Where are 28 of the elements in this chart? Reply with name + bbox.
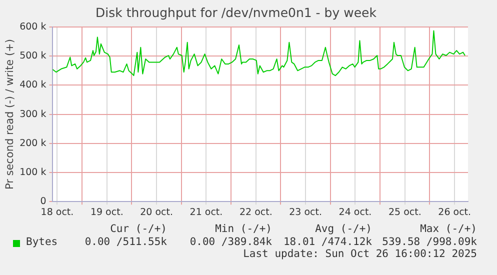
x-tick-label: 24 oct. <box>338 206 372 218</box>
y-tick-label: 200 k <box>20 138 47 149</box>
y-axis-title: Pr second read (-) / write (+) <box>4 39 16 190</box>
x-tick-label: 20 oct. <box>140 206 174 218</box>
chart-title: Disk throughput for /dev/nvme0n1 - by week <box>96 4 378 20</box>
text: Avg (-/+) <box>315 223 372 235</box>
text: Last update: Sun Oct 26 16:00:12 2025 <box>243 248 477 260</box>
y-tick-label: 600 k <box>20 21 47 32</box>
y-tick-label: 500 k <box>20 50 47 62</box>
y-tick-label: 0 <box>40 196 46 208</box>
y-tick-label: 300 k <box>20 108 47 120</box>
text: 0.00 /389.84k <box>190 236 272 248</box>
x-tick-label: 26 oct. <box>438 206 472 218</box>
y-tick-label: 100 k <box>20 166 47 178</box>
x-tick-label: 19 oct. <box>90 206 124 218</box>
text: 539.58 /998.09k <box>382 236 477 248</box>
text: 18.01 /474.12k <box>283 236 372 248</box>
x-tick-label: 18 oct. <box>40 206 74 218</box>
text: Max (-/+) <box>420 223 477 235</box>
x-tick-label: 23 oct. <box>289 206 322 218</box>
y-tick-label: 400 k <box>20 80 47 91</box>
text: Cur (-/+) <box>110 223 167 235</box>
x-tick-label: 22 oct. <box>239 206 272 218</box>
x-tick-label: 25 oct. <box>388 206 422 218</box>
text: Min (-/+) <box>215 223 272 235</box>
x-tick-label: 21 oct. <box>190 206 223 218</box>
text: 0.00 /511.55k <box>84 236 167 248</box>
legend-label: Bytes <box>26 236 58 248</box>
